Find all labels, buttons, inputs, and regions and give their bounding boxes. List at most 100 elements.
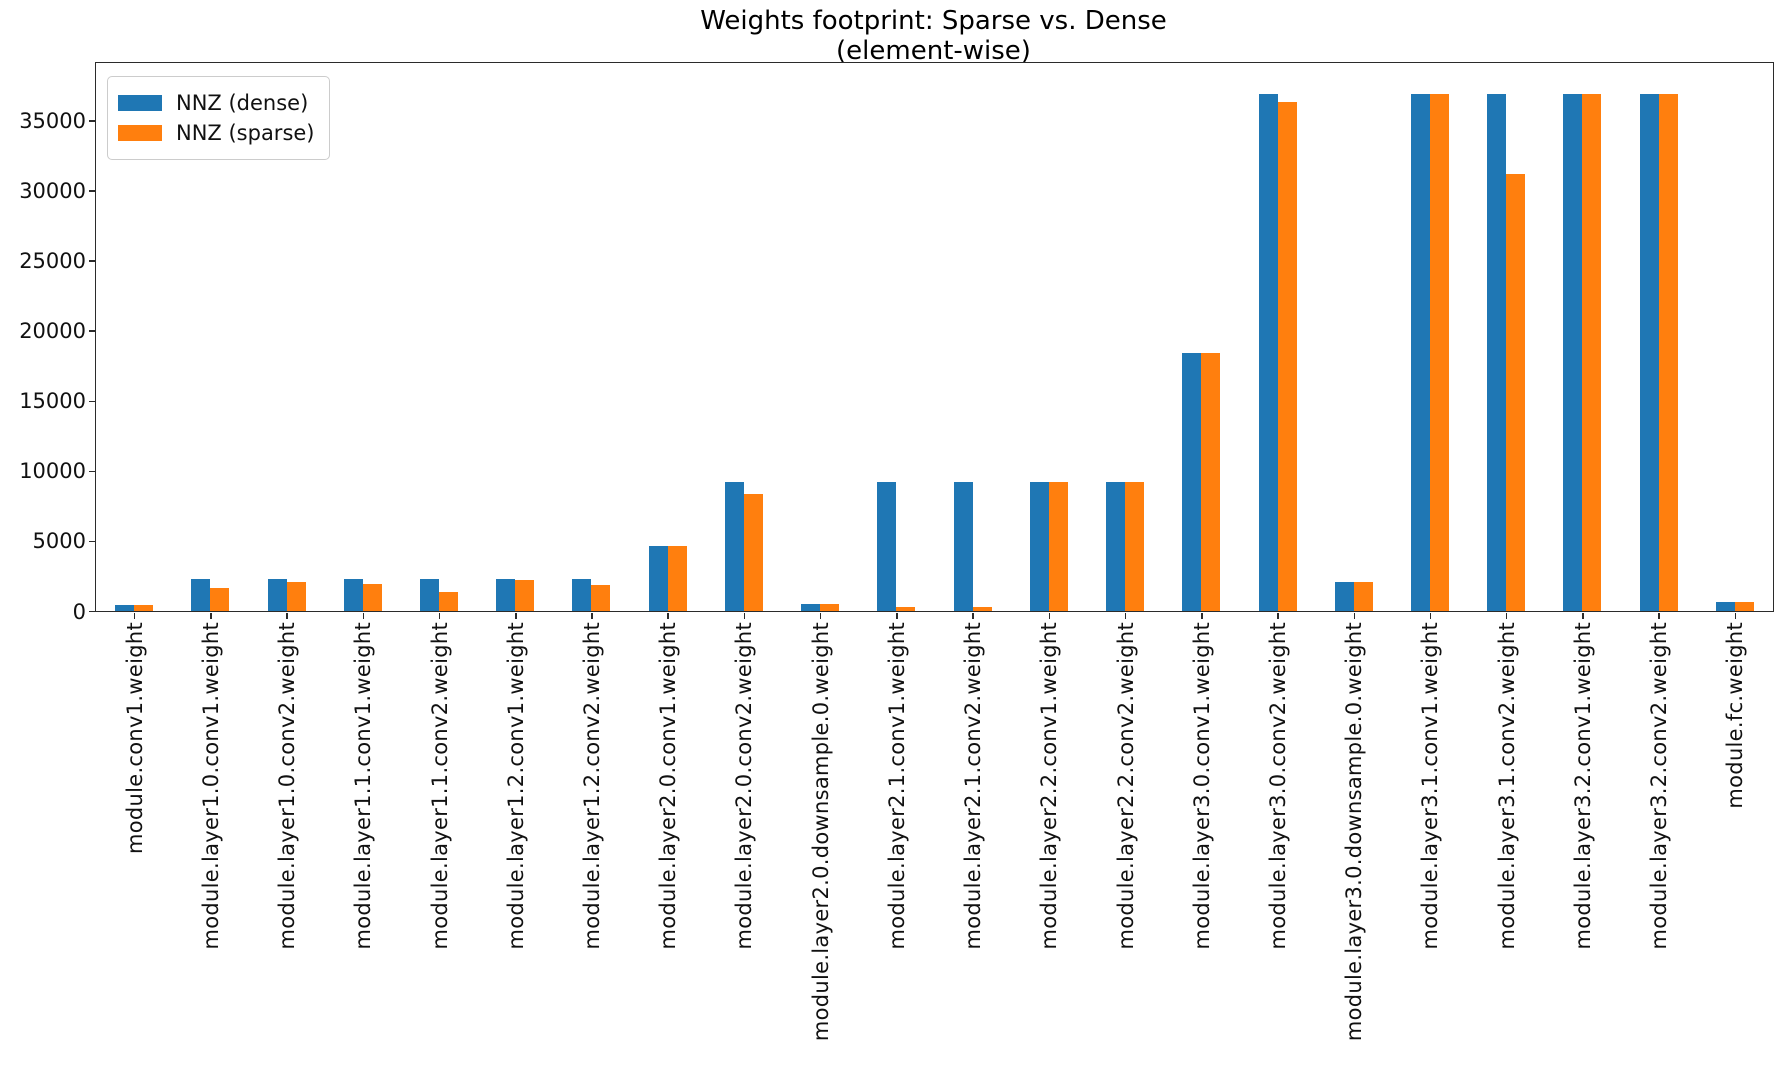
legend-item-sparse: NNZ (sparse) (118, 120, 315, 146)
bar-dense (420, 578, 440, 611)
x-tick-label: module.layer1.2.conv2.weight (579, 622, 604, 950)
bar-sparse (1277, 101, 1297, 611)
y-tick-mark (89, 470, 95, 473)
bar-sparse (1125, 481, 1145, 611)
x-tick-label: module.layer2.1.conv1.weight (884, 622, 909, 950)
x-tick-label: module.layer3.0.conv1.weight (1189, 622, 1214, 950)
bar-dense (267, 578, 287, 611)
x-tick-label: module.layer3.0.conv2.weight (1266, 622, 1291, 950)
x-tick-mark (515, 613, 517, 619)
x-tick-label: module.fc.weight (1723, 622, 1748, 809)
bar-dense (1410, 94, 1430, 611)
bar-sparse (1048, 481, 1068, 611)
y-tick-label: 35000 (19, 108, 86, 133)
x-tick-mark (210, 613, 212, 619)
x-tick-label: module.layer3.2.conv2.weight (1647, 622, 1672, 950)
bar-sparse (743, 494, 763, 611)
bar-sparse (1429, 94, 1449, 611)
bar-dense (191, 578, 211, 611)
bar-sparse (362, 584, 382, 611)
bar-dense (1258, 94, 1278, 611)
bar-sparse (515, 580, 535, 611)
bar-dense (1182, 352, 1202, 611)
y-tick-mark (89, 540, 95, 543)
y-tick-label: 25000 (19, 249, 86, 274)
x-tick-label: module.layer3.1.conv1.weight (1418, 622, 1443, 950)
x-tick-label: module.layer3.0.downsample.0.weight (1342, 622, 1367, 1042)
x-tick-label: module.layer1.2.conv1.weight (503, 622, 528, 950)
y-tick-label: 5000 (32, 529, 86, 554)
x-tick-label: module.layer2.2.conv2.weight (1113, 622, 1138, 950)
y-tick-mark (89, 610, 95, 613)
bar-sparse (820, 603, 840, 611)
y-tick-mark (89, 260, 95, 262)
y-tick-mark (89, 400, 95, 403)
x-tick-label: module.layer1.0.conv1.weight (198, 622, 223, 950)
bar-dense (801, 603, 821, 611)
y-tick-label: 0 (72, 599, 86, 624)
bar-dense (1639, 94, 1659, 611)
x-tick-mark (1505, 613, 1508, 619)
x-tick-label: module.layer1.1.conv1.weight (351, 622, 376, 950)
x-tick-label: module.layer2.0.conv1.weight (656, 622, 681, 950)
x-tick-mark (1734, 613, 1737, 619)
bar-sparse (1582, 94, 1602, 611)
x-tick-mark (591, 613, 593, 619)
bar-dense (572, 578, 592, 611)
y-tick-label: 15000 (19, 389, 86, 414)
bar-dense (724, 481, 744, 611)
x-tick-label: module.layer2.0.conv2.weight (732, 622, 757, 950)
bar-dense (877, 481, 897, 611)
x-tick-label: module.layer1.1.conv2.weight (427, 622, 452, 950)
bar-sparse (667, 546, 687, 611)
bar-dense (1563, 94, 1583, 611)
bar-dense (648, 546, 668, 611)
bar-sparse (972, 607, 992, 611)
plot-area (95, 62, 1774, 612)
x-tick-label: module.layer2.0.downsample.0.weight (808, 622, 833, 1042)
x-tick-mark (1353, 613, 1355, 619)
bar-dense (1029, 481, 1049, 611)
bar-dense (1715, 602, 1735, 611)
bar-dense (115, 604, 135, 611)
x-tick-mark (819, 613, 822, 619)
bar-sparse (896, 607, 916, 611)
x-tick-mark (896, 613, 898, 619)
legend-swatch-sparse (118, 125, 162, 141)
bar-sparse (134, 604, 154, 611)
x-tick-mark (1429, 613, 1432, 619)
x-tick-mark (438, 613, 441, 619)
x-tick-mark (286, 613, 288, 619)
x-tick-mark (1048, 613, 1051, 619)
bar-dense (1487, 94, 1507, 611)
y-tick-label: 10000 (19, 459, 86, 484)
y-tick-mark (89, 120, 95, 122)
x-tick-mark (1201, 613, 1203, 619)
x-tick-mark (972, 613, 974, 619)
y-tick-label: 30000 (19, 179, 86, 204)
y-tick-mark (89, 330, 95, 332)
bar-dense (1334, 582, 1354, 611)
legend-label-sparse: NNZ (sparse) (176, 121, 315, 145)
x-tick-mark (1277, 613, 1279, 619)
bar-dense (1106, 481, 1126, 611)
legend-item-dense: NNZ (dense) (118, 90, 315, 116)
x-tick-label: module.layer2.2.conv1.weight (1037, 622, 1062, 950)
chart-title-line2: (element-wise) (836, 36, 1031, 66)
x-tick-label: module.layer3.1.conv2.weight (1494, 622, 1519, 950)
x-tick-mark (667, 613, 669, 619)
y-tick-mark (89, 190, 95, 192)
x-tick-mark (743, 613, 746, 619)
y-tick-label: 20000 (19, 319, 86, 344)
bar-sparse (1506, 173, 1526, 611)
x-tick-label: module.layer1.0.conv2.weight (275, 622, 300, 950)
x-tick-mark (133, 613, 136, 619)
bar-dense (343, 578, 363, 611)
bar-sparse (286, 582, 306, 611)
x-tick-label: module.layer3.2.conv1.weight (1570, 622, 1595, 950)
bar-sparse (1658, 94, 1678, 611)
x-tick-mark (1124, 613, 1127, 619)
chart-title: Weights footprint: Sparse vs. Dense (ele… (95, 6, 1772, 66)
bar-sparse (1201, 352, 1221, 611)
bar-sparse (1353, 582, 1373, 611)
